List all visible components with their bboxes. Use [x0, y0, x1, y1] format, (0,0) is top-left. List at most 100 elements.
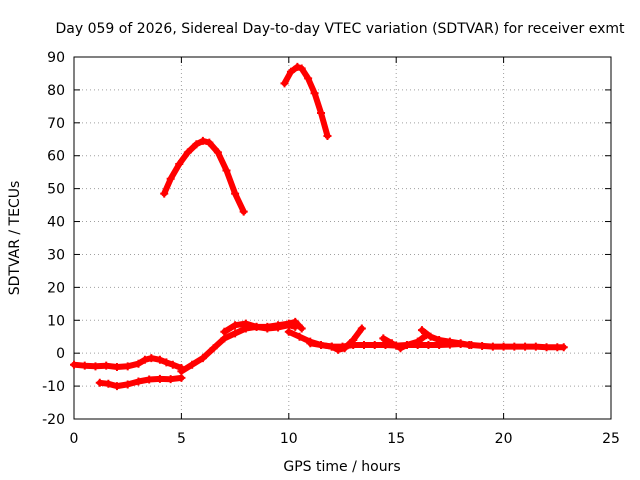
data-point: [293, 62, 302, 71]
data-point: [168, 360, 177, 369]
data-point: [349, 336, 358, 345]
data-point: [252, 322, 261, 331]
data-point: [521, 342, 530, 351]
data-point: [297, 64, 306, 73]
data-point: [166, 174, 175, 183]
data-point: [370, 340, 379, 349]
data-point: [162, 358, 171, 367]
data-point: [456, 339, 465, 348]
data-point: [542, 343, 551, 352]
y-tick-label: 70: [47, 116, 65, 132]
data-point: [155, 374, 164, 383]
data-point: [274, 321, 283, 330]
data-point: [239, 207, 248, 216]
data-point: [284, 327, 293, 336]
x-tick-label: 5: [177, 431, 186, 447]
data-point: [160, 189, 169, 198]
plot-frame: [73, 56, 612, 420]
x-tick-label: 10: [280, 431, 298, 447]
x-axis-label: GPS time / hours: [283, 459, 400, 475]
data-point: [123, 362, 132, 371]
series-line-segment-9: [161, 137, 247, 215]
data-point: [209, 344, 218, 353]
data-point: [198, 136, 207, 145]
data-point: [198, 354, 207, 363]
data-point: [222, 166, 231, 175]
data-point: [387, 339, 396, 348]
y-axis-label: SDTVAR / TECUs: [7, 181, 23, 296]
data-point: [297, 324, 306, 333]
data-point: [488, 342, 497, 351]
data-point: [424, 340, 433, 349]
x-tick-label: 0: [70, 431, 79, 447]
data-point: [402, 340, 411, 349]
data-point: [95, 378, 104, 387]
data-point: [413, 337, 422, 346]
data-point: [140, 355, 149, 364]
y-tick-label: 0: [56, 346, 65, 362]
data-point: [340, 344, 349, 353]
y-tick-label: 60: [47, 149, 65, 165]
data-point: [183, 148, 192, 157]
data-point: [123, 380, 132, 389]
data-point: [91, 362, 100, 371]
data-point: [306, 339, 315, 348]
data-point: [241, 319, 250, 328]
data-point: [112, 363, 121, 372]
data-point: [213, 148, 222, 157]
data-point: [396, 344, 405, 353]
data-point: [177, 367, 186, 376]
x-tick-label: 20: [495, 431, 513, 447]
data-point: [166, 375, 175, 384]
data-point: [317, 108, 326, 117]
data-point: [205, 138, 214, 147]
data-point: [175, 159, 184, 168]
data-point: [231, 329, 240, 338]
y-tick-label: 20: [47, 280, 65, 296]
data-point: [304, 74, 313, 83]
data-point: [263, 322, 272, 331]
series-line-segment-3: [178, 322, 299, 375]
data-point: [445, 337, 454, 346]
data-point: [510, 342, 519, 351]
data-point: [559, 343, 568, 352]
data-point: [286, 67, 295, 76]
y-tick-label: 90: [47, 50, 65, 66]
data-point: [499, 342, 508, 351]
data-point: [417, 326, 426, 335]
data-point: [134, 359, 143, 368]
series-line-segment-10: [281, 63, 331, 139]
data-point: [359, 340, 368, 349]
x-tick-label: 15: [387, 431, 405, 447]
data-point: [80, 361, 89, 370]
data-point: [295, 332, 304, 341]
data-point: [435, 336, 444, 345]
y-tick-label: 40: [47, 215, 65, 231]
data-point: [379, 334, 388, 343]
data-point: [188, 360, 197, 369]
data-point: [317, 340, 326, 349]
data-point: [155, 355, 164, 364]
chart-title: Day 059 of 2026, Sidereal Day-to-day VTE…: [56, 21, 626, 37]
data-point: [327, 342, 336, 351]
data-point: [280, 79, 289, 88]
data-point: [478, 341, 487, 350]
data-point: [102, 361, 111, 370]
data-point: [145, 375, 154, 384]
data-point: [231, 321, 240, 330]
data-point: [465, 340, 474, 349]
data-point: [284, 319, 293, 328]
data-point: [70, 360, 78, 369]
data-point: [112, 382, 121, 391]
y-tick-label: 80: [47, 83, 65, 99]
y-tick-label: -20: [42, 412, 65, 428]
data-point: [310, 89, 319, 98]
x-tick-label: 25: [602, 431, 620, 447]
y-tick-label: 30: [47, 247, 65, 263]
data-point: [426, 332, 435, 341]
y-tick-label: 10: [47, 313, 65, 329]
data-point: [220, 327, 229, 336]
data-point: [134, 377, 143, 386]
data-point: [334, 345, 343, 354]
